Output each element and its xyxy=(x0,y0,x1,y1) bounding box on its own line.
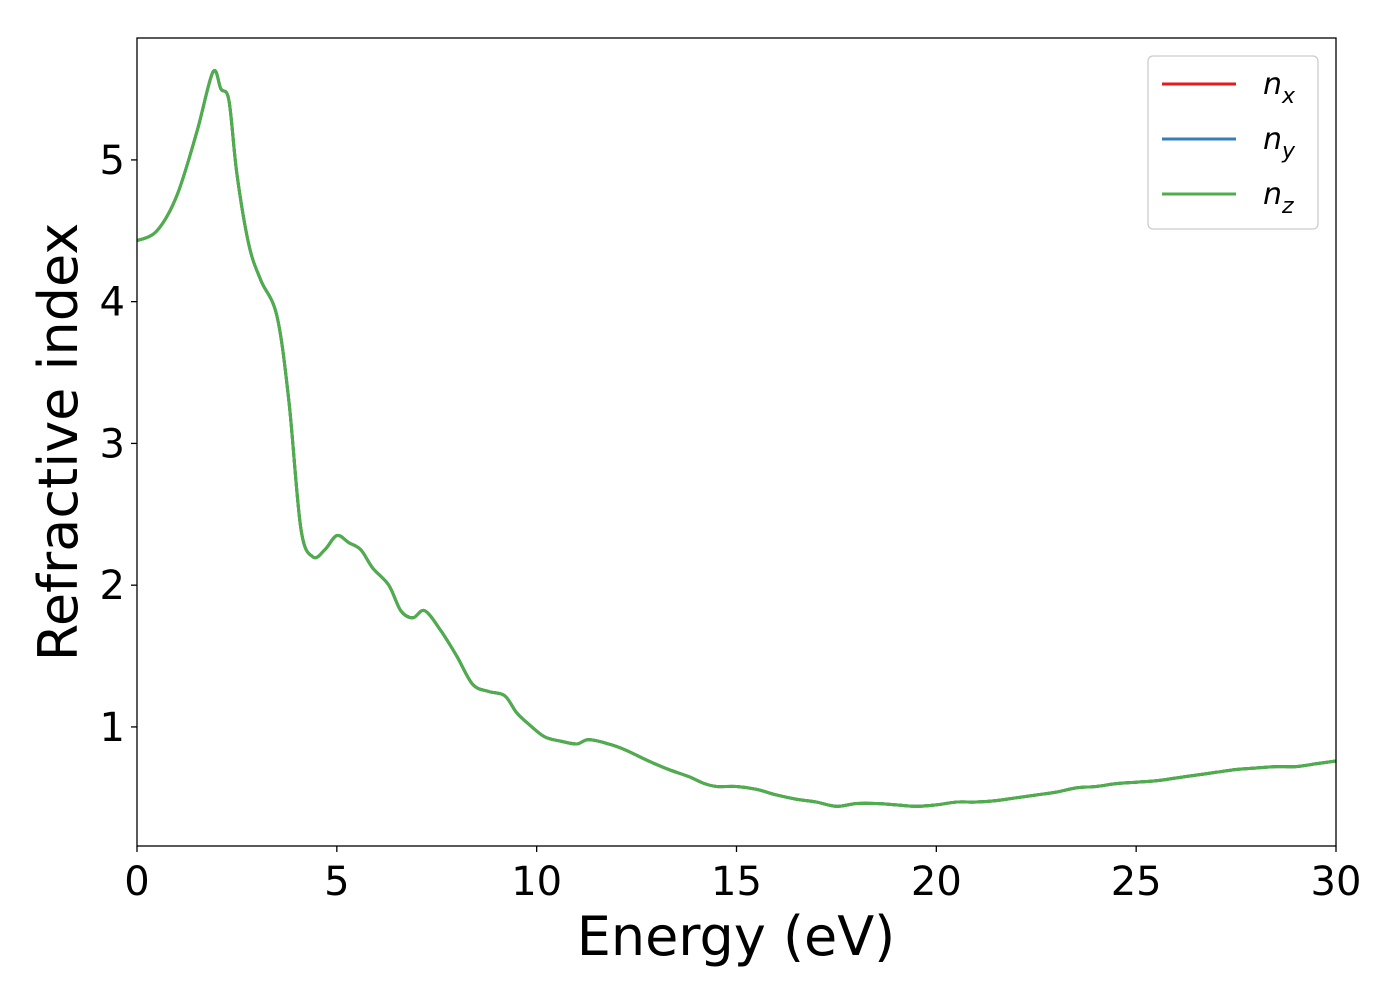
x-tick-label: 30 xyxy=(1311,859,1362,905)
legend-label-y: ny xyxy=(1263,122,1296,164)
x-tick-label: 5 xyxy=(324,859,349,905)
x-axis-title: Energy (eV) xyxy=(577,905,896,968)
legend-label-x: nx xyxy=(1263,67,1296,109)
y-axis-title: Refractive index xyxy=(27,223,90,662)
plot-frame xyxy=(136,37,1337,847)
x-tick-label: 0 xyxy=(124,859,149,905)
legend-box xyxy=(1147,55,1319,230)
x-axis-ticks: 0 5 10 15 20 25 30 xyxy=(124,846,1361,905)
legend-label-z: nz xyxy=(1263,177,1294,219)
x-tick-label: 20 xyxy=(911,859,962,905)
y-tick-label: 4 xyxy=(100,280,125,326)
y-tick-label: 2 xyxy=(100,563,125,609)
y-tick-label: 3 xyxy=(100,421,125,467)
y-tick-label: 1 xyxy=(100,705,125,751)
y-tick-label: 5 xyxy=(100,138,125,184)
x-tick-label: 10 xyxy=(511,859,562,905)
series-line-z xyxy=(137,69,1336,808)
series-layer xyxy=(137,69,1336,808)
x-tick-label: 25 xyxy=(1111,859,1162,905)
y-axis-ticks: 1 2 3 4 5 xyxy=(100,138,137,751)
legend: nx ny nz xyxy=(1147,55,1319,230)
x-tick-label: 15 xyxy=(711,859,762,905)
